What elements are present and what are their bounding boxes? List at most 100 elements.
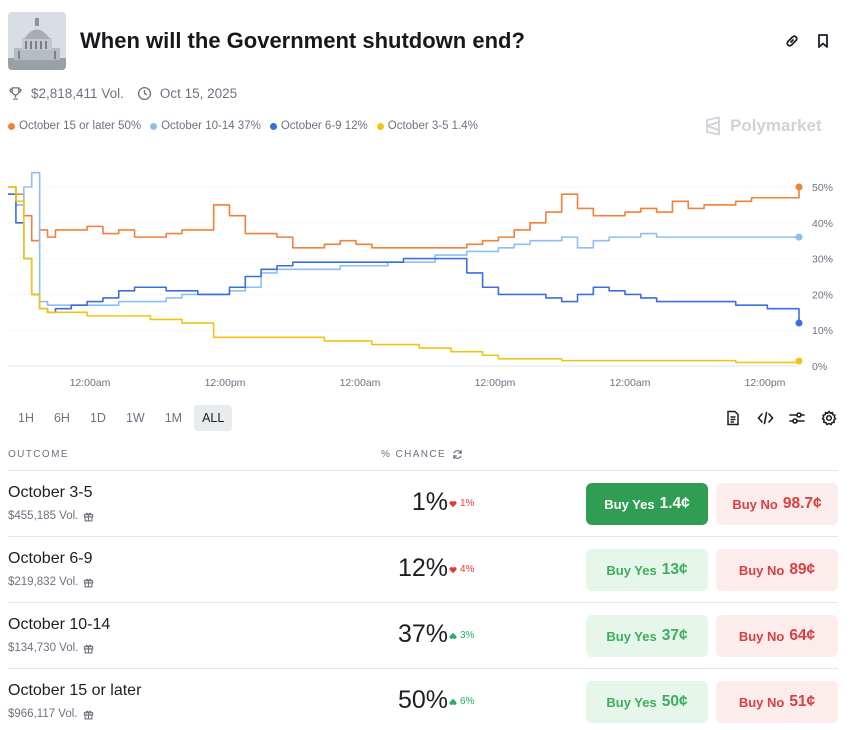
outcome-volume-text: $219,832 Vol. xyxy=(8,576,79,588)
outcome-row-october-6-9: October 6-9 $219,832 Vol. 12% 4% Buy Yes… xyxy=(8,537,838,603)
outcome-row-october-15-or-later: October 15 or later $966,117 Vol. 50% 6%… xyxy=(8,669,838,730)
heart-down-icon xyxy=(449,500,457,507)
gift-icon[interactable] xyxy=(83,643,94,654)
sliders-icon[interactable] xyxy=(787,408,807,428)
x-tick-label: 12:00pm xyxy=(745,377,786,389)
outcome-volume-text: $966,117 Vol. xyxy=(8,708,78,720)
x-tick-label: 12:00pm xyxy=(475,377,516,389)
y-tick-label: 30% xyxy=(812,254,833,266)
range-all-button[interactable]: ALL xyxy=(194,405,233,431)
chart-svg[interactable]: 50% 40% 30% 20% 10% 0% 12:00am 12:00pm 12:00am 1… xyxy=(0,150,853,395)
clock-icon xyxy=(137,86,151,100)
price-chart[interactable]: 50% 40% 30% 20% 10% 0% 12:00am 12:00pm 12:00am 1… xyxy=(0,150,853,395)
chance-change-value: 1% xyxy=(460,498,475,509)
end-date: Oct 15, 2025 xyxy=(159,85,238,101)
buy-yes-button[interactable]: Buy Yes 1.4¢ xyxy=(586,483,708,525)
date-meta: Oct 15, 2025 xyxy=(137,86,237,101)
buy-no-price: 98.7¢ xyxy=(782,495,822,512)
chance-change-value: 3% xyxy=(460,630,475,641)
polymarket-logo-icon xyxy=(706,116,720,136)
chance-column-header: % CHANCE xyxy=(381,449,463,460)
buy-no-label: Buy No xyxy=(738,628,785,644)
buy-yes-label: Buy Yes xyxy=(604,496,655,512)
gift-icon[interactable] xyxy=(83,709,94,720)
outcome-row-october-10-14: October 10-14 $134,730 Vol. 37% 3% Buy Y… xyxy=(8,603,838,669)
chance-change: 4% xyxy=(449,564,474,575)
chance-change-value: 4% xyxy=(460,564,475,575)
y-tick-label: 10% xyxy=(812,325,833,337)
outcome-name: October 10-14 xyxy=(8,616,111,633)
legend-label: October 6-9 12% xyxy=(280,120,368,132)
refresh-icon[interactable] xyxy=(452,449,463,460)
total-volume: $2,818,411 Vol. xyxy=(31,85,124,101)
legend-item: October 10-14 37% xyxy=(150,120,261,132)
buy-no-button[interactable]: Buy No 51¢ xyxy=(716,681,838,723)
legend-item: October 6-9 12% xyxy=(269,120,368,132)
outcome-name: October 3-5 xyxy=(8,484,93,501)
link-icon[interactable] xyxy=(781,30,803,52)
divider xyxy=(8,602,838,603)
series-line xyxy=(8,171,799,306)
spade-up-icon xyxy=(449,632,457,639)
market-header: When will the Government shutdown end? xyxy=(8,12,845,70)
y-tick-label: 50% xyxy=(812,182,833,194)
buy-yes-price: 50¢ xyxy=(661,693,688,710)
outcomes-table-header: OUTCOME % CHANCE xyxy=(8,448,838,470)
legend-dot xyxy=(8,122,15,130)
buy-yes-button[interactable]: Buy Yes 13¢ xyxy=(586,549,708,591)
bookmark-icon[interactable] xyxy=(812,30,834,52)
buy-no-button[interactable]: Buy No 89¢ xyxy=(716,549,838,591)
outcome-column-header: OUTCOME xyxy=(8,449,69,460)
gift-icon[interactable] xyxy=(83,511,94,522)
outcome-name: October 15 or later xyxy=(8,682,142,699)
gift-icon[interactable] xyxy=(83,577,94,588)
buy-no-button[interactable]: Buy No 98.7¢ xyxy=(716,483,838,525)
range-1w-button[interactable]: 1W xyxy=(125,411,145,425)
range-1d-button[interactable]: 1D xyxy=(89,411,106,425)
buy-no-price: 51¢ xyxy=(789,693,816,710)
legend-label: October 3-5 1.4% xyxy=(387,120,478,132)
embed-code-icon[interactable] xyxy=(755,408,775,428)
buy-no-label: Buy No xyxy=(738,562,785,578)
series-end-dot xyxy=(795,357,803,365)
legend-label: October 15 or later 50% xyxy=(19,120,142,132)
range-1h-button[interactable]: 1H xyxy=(18,411,34,425)
volume-meta: $2,818,411 Vol. xyxy=(8,86,124,101)
series-line xyxy=(8,193,800,324)
capitol-thumbnail xyxy=(8,12,66,70)
outcome-chance: 1% xyxy=(411,488,448,516)
buy-yes-price: 37¢ xyxy=(661,627,688,644)
x-tick-label: 12:00pm xyxy=(205,377,246,389)
buy-yes-button[interactable]: Buy Yes 50¢ xyxy=(586,681,708,723)
chance-change-value: 6% xyxy=(460,696,475,707)
y-tick-label: 20% xyxy=(812,289,833,301)
series-line xyxy=(8,186,800,364)
series-end-dot xyxy=(795,233,803,241)
market-title: When will the Government shutdown end? xyxy=(80,28,525,53)
legend-dot xyxy=(376,122,384,130)
outcome-volume: $455,185 Vol. xyxy=(8,510,94,522)
document-icon[interactable] xyxy=(723,408,743,428)
x-tick-label: 12:00am xyxy=(70,377,111,389)
buy-no-button[interactable]: Buy No 64¢ xyxy=(716,615,838,657)
outcome-row-october-3-5: October 3-5 $455,185 Vol. 1% 1% Buy Yes 1… xyxy=(8,471,838,537)
legend-item: October 15 or later 50% xyxy=(8,120,141,132)
series-line xyxy=(8,186,800,249)
legend-dot xyxy=(269,122,277,130)
buy-yes-label: Buy Yes xyxy=(606,562,657,578)
brand-name: Polymarket xyxy=(730,116,822,135)
y-tick-label: 0% xyxy=(812,361,827,373)
chance-change: 3% xyxy=(449,630,474,641)
heart-down-icon xyxy=(449,566,457,573)
outcome-volume-text: $455,185 Vol. xyxy=(8,510,79,522)
chart-legend: October 15 or later 50% October 10-14 37… xyxy=(8,120,487,132)
chart-tools xyxy=(711,408,839,428)
trophy-icon xyxy=(9,86,22,100)
settings-icon[interactable] xyxy=(819,408,839,428)
range-6h-button[interactable]: 6H xyxy=(53,411,70,425)
legend-label: October 10-14 37% xyxy=(161,120,261,132)
divider xyxy=(8,536,838,537)
chance-change: 6% xyxy=(449,696,474,707)
buy-yes-button[interactable]: Buy Yes 37¢ xyxy=(586,615,708,657)
range-1m-button[interactable]: 1M xyxy=(164,411,183,425)
